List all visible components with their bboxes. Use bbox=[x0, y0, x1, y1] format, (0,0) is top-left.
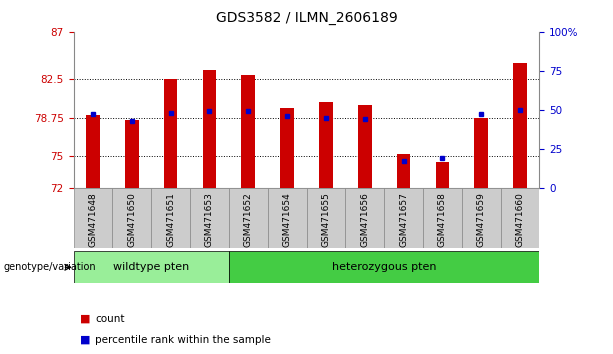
Bar bbox=[384, 188, 423, 248]
Bar bbox=[358, 104, 371, 188]
Bar bbox=[112, 188, 151, 248]
Text: ■: ■ bbox=[80, 314, 90, 324]
Text: wildtype pten: wildtype pten bbox=[113, 262, 189, 272]
Text: GSM471648: GSM471648 bbox=[88, 193, 97, 247]
Text: GDS3582 / ILMN_2606189: GDS3582 / ILMN_2606189 bbox=[216, 11, 397, 25]
Bar bbox=[125, 120, 139, 188]
Bar bbox=[345, 188, 384, 248]
Bar bbox=[397, 154, 410, 188]
Bar bbox=[164, 79, 177, 188]
Bar bbox=[190, 188, 229, 248]
Bar bbox=[86, 115, 100, 188]
Text: GSM471657: GSM471657 bbox=[399, 193, 408, 247]
Bar bbox=[229, 251, 539, 283]
Bar bbox=[203, 70, 216, 188]
Text: count: count bbox=[95, 314, 124, 324]
Text: GSM471653: GSM471653 bbox=[205, 193, 214, 247]
Text: GSM471651: GSM471651 bbox=[166, 193, 175, 247]
Text: ■: ■ bbox=[80, 335, 90, 345]
Text: GSM471658: GSM471658 bbox=[438, 193, 447, 247]
Text: GSM471660: GSM471660 bbox=[516, 193, 525, 247]
Bar bbox=[436, 162, 449, 188]
Text: GSM471652: GSM471652 bbox=[244, 193, 253, 247]
Bar bbox=[501, 188, 539, 248]
Bar bbox=[74, 188, 112, 248]
Text: percentile rank within the sample: percentile rank within the sample bbox=[95, 335, 271, 345]
Bar bbox=[513, 63, 527, 188]
Bar bbox=[462, 188, 501, 248]
Text: GSM471654: GSM471654 bbox=[283, 193, 292, 247]
Bar bbox=[229, 188, 268, 248]
Bar bbox=[242, 75, 255, 188]
Bar bbox=[319, 102, 333, 188]
Text: heterozygous pten: heterozygous pten bbox=[332, 262, 436, 272]
Bar bbox=[306, 188, 345, 248]
Text: GSM471656: GSM471656 bbox=[360, 193, 369, 247]
Bar bbox=[280, 108, 294, 188]
Text: GSM471650: GSM471650 bbox=[128, 193, 136, 247]
Bar bbox=[474, 118, 488, 188]
Bar bbox=[74, 251, 229, 283]
Text: genotype/variation: genotype/variation bbox=[3, 262, 96, 272]
Bar bbox=[423, 188, 462, 248]
Text: GSM471659: GSM471659 bbox=[477, 193, 485, 247]
Bar bbox=[151, 188, 190, 248]
Text: GSM471655: GSM471655 bbox=[321, 193, 330, 247]
Bar bbox=[268, 188, 306, 248]
